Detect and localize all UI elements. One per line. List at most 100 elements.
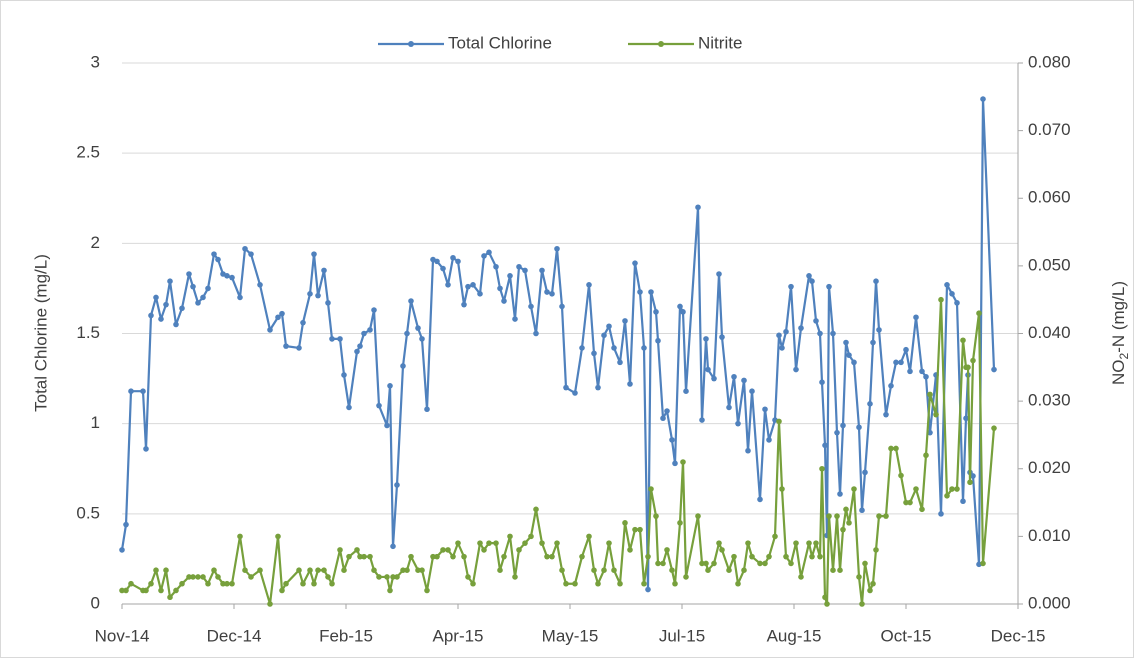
- data-point: [404, 330, 410, 337]
- data-point: [779, 486, 785, 492]
- data-point: [539, 540, 545, 546]
- data-point: [683, 388, 689, 395]
- data-point: [173, 587, 179, 594]
- data-point: [445, 282, 451, 288]
- data-point: [267, 601, 273, 607]
- data-point: [257, 567, 263, 573]
- data-point: [563, 384, 569, 391]
- data-point: [440, 265, 446, 272]
- data-point: [390, 543, 396, 550]
- data-point: [554, 540, 560, 546]
- data-point: [837, 567, 843, 573]
- data-point: [991, 366, 997, 373]
- data-point: [205, 580, 211, 587]
- data-point: [497, 567, 503, 573]
- data-point: [856, 424, 862, 431]
- data-point: [493, 263, 499, 270]
- data-point: [361, 330, 367, 337]
- data-point: [680, 459, 686, 465]
- data-point: [719, 547, 725, 553]
- data-point: [938, 296, 944, 303]
- data-point: [669, 567, 675, 573]
- data-point: [944, 493, 950, 499]
- data-point: [455, 258, 461, 265]
- data-point: [579, 553, 585, 560]
- data-point: [346, 553, 352, 560]
- data-point: [672, 580, 678, 587]
- data-point: [329, 336, 335, 342]
- y2-tick-label: 0.040: [1028, 323, 1071, 342]
- data-point: [163, 301, 169, 308]
- legend-label: Nitrite: [698, 33, 742, 52]
- data-point: [237, 533, 243, 540]
- data-point: [415, 567, 421, 573]
- data-point: [481, 547, 487, 553]
- data-point: [664, 547, 670, 553]
- data-point: [703, 336, 709, 342]
- data-point: [846, 520, 852, 526]
- data-point: [870, 339, 876, 346]
- data-point: [867, 587, 873, 594]
- data-point: [559, 303, 565, 310]
- data-point: [507, 533, 513, 540]
- data-point: [384, 574, 390, 580]
- data-point: [731, 373, 737, 380]
- data-point: [954, 486, 960, 492]
- data-point: [645, 553, 651, 560]
- data-point: [888, 382, 894, 389]
- data-point: [595, 580, 601, 587]
- data-point: [424, 406, 430, 413]
- data-point: [267, 327, 273, 333]
- data-point: [493, 540, 499, 546]
- data-point: [158, 316, 164, 322]
- x-tick-label: Aug-15: [767, 626, 822, 645]
- data-point: [387, 382, 393, 389]
- data-point: [664, 408, 670, 414]
- data-point: [840, 526, 846, 533]
- data-point: [949, 486, 955, 492]
- data-point: [622, 520, 628, 526]
- x-tick-label: Jul-15: [659, 626, 705, 645]
- data-point: [788, 283, 794, 290]
- data-point: [481, 253, 487, 259]
- data-point: [163, 567, 169, 573]
- data-point: [321, 267, 327, 274]
- data-point: [641, 345, 647, 351]
- data-point: [817, 330, 823, 337]
- data-point: [384, 422, 390, 429]
- data-point: [501, 553, 507, 560]
- data-point: [173, 321, 179, 328]
- data-point: [601, 332, 607, 339]
- data-point: [967, 479, 973, 486]
- y2-axis-title-part: NO: [1109, 359, 1128, 385]
- data-point: [705, 567, 711, 573]
- data-point: [408, 553, 414, 560]
- data-point: [762, 560, 768, 567]
- data-point: [215, 256, 221, 263]
- data-point: [645, 586, 651, 593]
- data-point: [677, 303, 683, 310]
- data-point: [179, 305, 185, 312]
- data-point: [477, 540, 483, 546]
- data-point: [153, 567, 159, 573]
- data-point: [806, 272, 812, 279]
- legend-marker: [408, 41, 414, 47]
- data-point: [776, 332, 782, 339]
- data-point: [300, 580, 306, 587]
- legend-marker: [658, 41, 664, 47]
- data-point: [470, 282, 476, 288]
- x-tick-label: Dec-14: [207, 626, 262, 645]
- data-point: [419, 336, 425, 342]
- data-point: [549, 291, 555, 297]
- y-tick-label: 2.5: [76, 143, 100, 162]
- y-tick-label: 1: [91, 413, 100, 432]
- data-point: [991, 425, 997, 431]
- data-point: [606, 323, 612, 330]
- data-point: [632, 526, 638, 533]
- data-point: [579, 345, 585, 351]
- y2-tick-label: 0.000: [1028, 593, 1071, 612]
- data-point: [533, 330, 539, 337]
- data-point: [870, 580, 876, 587]
